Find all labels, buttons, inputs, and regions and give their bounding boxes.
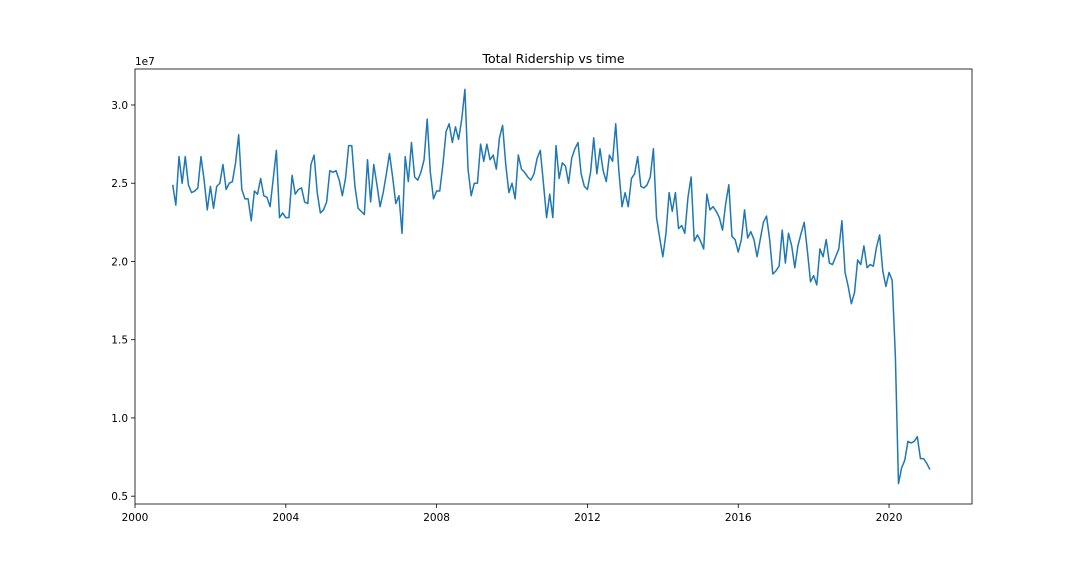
x-tick-label: 2004 bbox=[272, 512, 299, 524]
chart-marks bbox=[171, 88, 931, 485]
y-tick-label: 3.0 bbox=[111, 100, 128, 112]
y-tick-label: 0.5 bbox=[111, 491, 128, 503]
x-tick-label: 2008 bbox=[423, 512, 450, 524]
y-tick-label: 1.5 bbox=[111, 335, 128, 347]
x-tick-label: 2020 bbox=[876, 512, 903, 524]
x-tick-label: 2016 bbox=[725, 512, 752, 524]
y-axis-offset-label: 1e7 bbox=[135, 56, 155, 68]
y-axis: 0.5 1.0 1.5 2.0 2.5 3.0 bbox=[111, 100, 135, 503]
x-tick-label: 2000 bbox=[122, 512, 149, 524]
series-line-0 bbox=[171, 88, 931, 485]
x-tick-label: 2012 bbox=[574, 512, 601, 524]
chart-title: Total Ridership vs time bbox=[481, 51, 624, 66]
y-tick-label: 1.0 bbox=[111, 413, 128, 425]
plot-frame bbox=[134, 68, 973, 505]
y-tick-label: 2.0 bbox=[111, 256, 128, 268]
y-tick-label: 2.5 bbox=[111, 178, 128, 190]
x-axis: 2000 2004 2008 2012 2016 2020 bbox=[122, 504, 903, 524]
